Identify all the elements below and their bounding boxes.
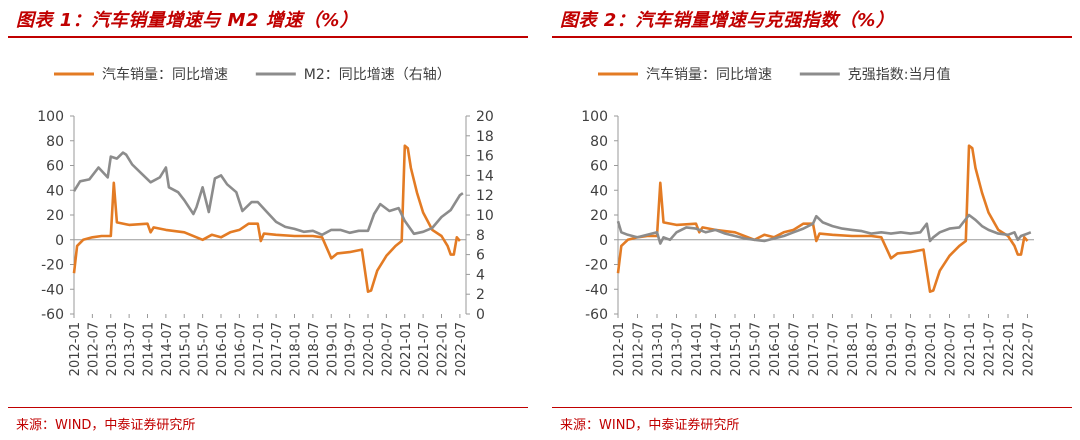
- y-tick-label: 40: [590, 183, 608, 199]
- legend-label: 克强指数:当月值: [848, 67, 951, 83]
- y-tick-label: 100: [37, 109, 64, 125]
- line-chart-1: 汽车销量：同比增速 M2：同比增速（右轴）-60-40-2002040608010…: [37, 66, 494, 376]
- x-tick-label: 2019-01: [885, 322, 900, 376]
- y-tick-label: -40: [41, 282, 64, 298]
- x-tick-label: 2015-07: [197, 322, 212, 376]
- x-tick-label: 2019-01: [325, 322, 340, 376]
- x-tick-label: 2017-07: [827, 322, 842, 376]
- y2-tick-label: 12: [476, 188, 494, 204]
- x-tick-label: 2018-01: [846, 322, 861, 376]
- x-tick-label: 2016-01: [768, 322, 783, 376]
- y-tick-label: -20: [41, 258, 64, 274]
- source-rule: [552, 407, 1072, 408]
- y-tick-label: 0: [599, 233, 608, 249]
- x-tick-label: 2013-07: [671, 322, 686, 376]
- x-tick-label: 2012-01: [68, 322, 83, 376]
- y-tick-label: -20: [585, 258, 608, 274]
- x-tick-label: 2012-07: [632, 322, 647, 376]
- x-tick-label: 2018-07: [866, 322, 881, 376]
- x-tick-label: 2013-01: [651, 322, 666, 376]
- chart-title: 图表 1：汽车销量增速与 M2 增速（%）: [16, 10, 359, 31]
- x-tick-label: 2019-07: [905, 322, 920, 376]
- y-tick-label: 80: [590, 134, 608, 150]
- x-tick-label: 2014-01: [142, 322, 157, 376]
- y2-tick-label: 20: [476, 109, 494, 125]
- x-tick-label: 2017-07: [270, 322, 285, 376]
- y2-tick-label: 6: [476, 248, 485, 264]
- series-line: [72, 151, 464, 237]
- x-tick-label: 2014-01: [690, 322, 705, 376]
- y-tick-label: -60: [585, 307, 608, 323]
- x-tick-label: 2022-07: [454, 322, 469, 376]
- y-tick-label: 60: [590, 159, 608, 175]
- series-line: [616, 144, 1029, 293]
- chart-title: 图表 2：汽车销量增速与克强指数（%）: [560, 10, 895, 31]
- x-tick-label: 2021-07: [417, 322, 432, 376]
- y-tick-label: 20: [46, 208, 64, 224]
- title-rule: [552, 36, 1072, 38]
- y-tick-label: 40: [46, 183, 64, 199]
- y-tick-label: 80: [46, 134, 64, 150]
- x-tick-label: 2020-07: [380, 322, 395, 376]
- source-note: 来源：WIND，中泰证券研究所: [560, 418, 740, 433]
- x-tick-label: 2022-01: [1002, 322, 1017, 376]
- x-tick-label: 2014-07: [710, 322, 725, 376]
- y2-tick-label: 2: [476, 287, 485, 303]
- y2-tick-label: 14: [476, 168, 494, 184]
- x-tick-label: 2020-01: [362, 322, 377, 376]
- x-tick-label: 2014-07: [160, 322, 175, 376]
- y-tick-label: -40: [585, 282, 608, 298]
- legend-entry: 汽车销量：同比增速: [54, 66, 228, 83]
- y2-tick-label: 16: [476, 149, 494, 165]
- x-tick-label: 2016-07: [788, 322, 803, 376]
- x-tick-label: 2021-07: [983, 322, 998, 376]
- x-tick-label: 2020-01: [924, 322, 939, 376]
- y-tick-label: 100: [581, 109, 608, 125]
- y2-tick-label: 8: [476, 228, 485, 244]
- x-tick-label: 2022-01: [436, 322, 451, 376]
- y-tick-label: 0: [55, 233, 64, 249]
- x-tick-label: 2017-01: [807, 322, 822, 376]
- series-line: [72, 144, 461, 293]
- x-tick-label: 2018-07: [307, 322, 322, 376]
- y2-tick-label: 0: [476, 307, 485, 323]
- x-tick-label: 2012-01: [612, 322, 627, 376]
- legend-entry: 克强指数:当月值: [799, 67, 951, 83]
- legend-entry: 汽车销量：同比增速: [598, 66, 772, 83]
- x-tick-label: 2016-07: [233, 322, 248, 376]
- x-tick-label: 2015-01: [178, 322, 193, 376]
- source-rule: [8, 407, 528, 408]
- x-tick-label: 2016-01: [215, 322, 230, 376]
- legend-label: M2：同比增速（右轴）: [304, 67, 451, 83]
- legend-label: 汽车销量：同比增速: [102, 66, 228, 83]
- legend-label: 汽车销量：同比增速: [646, 66, 772, 83]
- x-tick-label: 2018-01: [289, 322, 304, 376]
- y-tick-label: -60: [41, 307, 64, 323]
- legend-entry: M2：同比增速（右轴）: [255, 67, 451, 83]
- title-rule: [8, 36, 528, 38]
- y2-tick-label: 4: [476, 267, 485, 283]
- line-chart-2: 汽车销量：同比增速 克强指数:当月值 -60 -40 -20 0 20 40 60 80 100 20…: [581, 66, 1037, 376]
- x-tick-label: 2021-01: [963, 322, 978, 376]
- y2-tick-label: 10: [476, 208, 494, 224]
- y-tick-label: 20: [590, 208, 608, 224]
- series-line: [616, 213, 1032, 245]
- y2-tick-label: 18: [476, 129, 494, 145]
- x-tick-label: 2021-01: [399, 322, 414, 376]
- x-tick-label: 2022-07: [1022, 322, 1037, 376]
- x-tick-label: 2019-07: [344, 322, 359, 376]
- source-note: 来源：WIND，中泰证券研究所: [16, 418, 196, 433]
- x-tick-label: 2012-07: [86, 322, 101, 376]
- x-tick-label: 2015-07: [749, 322, 764, 376]
- x-tick-label: 2017-01: [252, 322, 267, 376]
- x-tick-label: 2015-01: [729, 322, 744, 376]
- chart-panel-1: 图表 1：汽车销量增速与 M2 增速（%） 汽车销量：同比增速 M2：同比增速（右…: [8, 0, 528, 440]
- x-tick-label: 2020-07: [944, 322, 959, 376]
- x-tick-label: 2013-07: [123, 322, 138, 376]
- y-tick-label: 60: [46, 159, 64, 175]
- x-tick-label: 2013-01: [105, 322, 120, 376]
- chart-panel-2: 图表 2：汽车销量增速与克强指数（%） 汽车销量：同比增速 克强指数:当月值 -60…: [552, 0, 1072, 440]
